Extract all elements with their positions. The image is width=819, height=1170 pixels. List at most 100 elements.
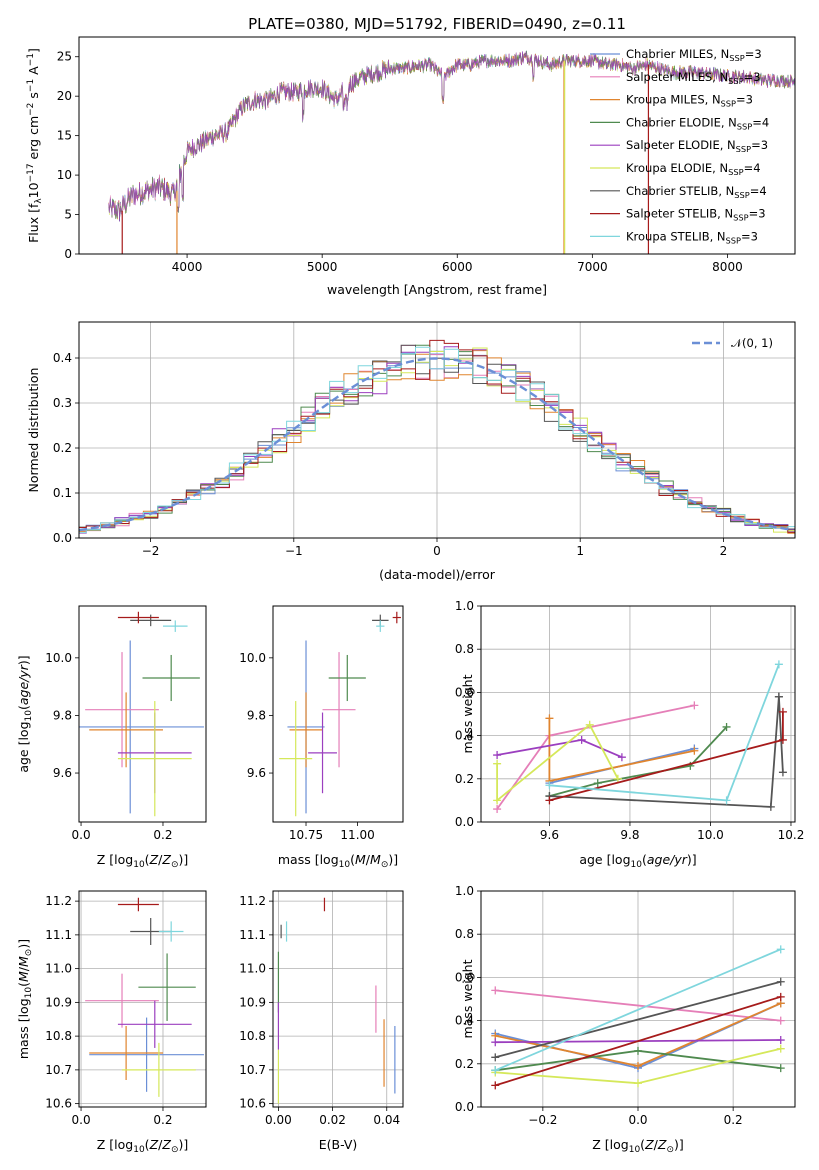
figure-title: PLATE=0380, MJD=51792, FIBERID=0490, z=0… xyxy=(248,15,626,33)
mass-weight-marker xyxy=(577,735,586,744)
mass-weight-marker xyxy=(722,722,731,731)
spectrum-line xyxy=(108,51,795,222)
mass-weight-marker xyxy=(491,1066,500,1075)
mass-weight-line xyxy=(495,989,781,1022)
y-tick-label: 0.4 xyxy=(455,729,474,743)
y-tick-label: 10.7 xyxy=(45,1063,72,1077)
legend-entry: Salpeter ELODIE, NSSP=3 xyxy=(626,138,768,154)
axes-frame xyxy=(78,605,207,823)
mass-weight-marker xyxy=(593,779,602,788)
mass-weight-marker xyxy=(766,802,775,811)
x-axis-label: wavelength [Angstrom, rest frame] xyxy=(327,282,547,297)
legend-entry: Salpeter MILES, NSSP=3 xyxy=(626,70,761,86)
x-tick-label: −0.2 xyxy=(528,1113,557,1127)
mass-weight-line xyxy=(549,696,784,808)
age-vs-Z-points xyxy=(79,611,204,817)
x-tick-label: 0.0 xyxy=(72,828,91,842)
x-tick-label: 0.2 xyxy=(153,1113,172,1127)
y-tick-label: 10.6 xyxy=(45,1097,72,1111)
y-tick-label: 1.0 xyxy=(455,599,474,613)
mass-weight-line xyxy=(496,723,619,803)
mass-weight-marker xyxy=(634,1061,642,1070)
x-tick-label: 0.0 xyxy=(72,1113,91,1127)
x-axis-label: (data-model)/error xyxy=(379,567,496,582)
y-tick-label: 10.9 xyxy=(239,995,266,1009)
x-axis-label: age [log10(age/yr)] xyxy=(579,852,696,870)
y-axis-label: mass [log10(M/M⊙)] xyxy=(16,939,34,1059)
normal-curve xyxy=(79,357,793,532)
mass-weight-marker xyxy=(778,707,787,716)
age-vs-mass-axes xyxy=(269,657,359,826)
mass-weight-marker xyxy=(776,1064,785,1073)
y-tick-label: 0.8 xyxy=(455,927,474,941)
legend-entry: Salpeter STELIB, NSSP=3 xyxy=(626,207,766,223)
mass-weight-marker xyxy=(545,781,554,790)
x-tick-label: 0.04 xyxy=(373,1113,400,1127)
x-tick-label: 2 xyxy=(720,544,728,558)
x-axis-label: Z [log10(Z/Z⊙)] xyxy=(97,852,189,870)
mass-weight-marker xyxy=(774,692,783,701)
y-tick-label: 0.2 xyxy=(455,772,474,786)
mass-weight-marker xyxy=(617,753,626,762)
x-tick-label: 0.00 xyxy=(265,1113,292,1127)
mass-weight-marker xyxy=(493,759,502,768)
mass-weight-marker xyxy=(491,1038,500,1047)
y-tick-label: 25 xyxy=(57,50,72,64)
y-tick-label: 10.6 xyxy=(239,1097,266,1111)
x-tick-label: 4000 xyxy=(172,260,203,274)
mass-weight-marker xyxy=(493,751,502,760)
residual-histogram xyxy=(79,346,795,534)
mass-weight-marker xyxy=(491,1053,500,1062)
mass-weight-marker xyxy=(776,1044,785,1053)
y-axis-label: mass weight xyxy=(460,674,475,753)
y-tick-label: 9.8 xyxy=(247,708,266,722)
y-axis-label: age [log10(age/yr)] xyxy=(16,655,34,772)
mass-weight-marker xyxy=(613,774,622,783)
weight-vs-Z-axes xyxy=(477,890,795,1111)
weight-vs-Z-lines xyxy=(491,945,785,1090)
y-tick-label: 15 xyxy=(57,129,72,143)
mass-weight-marker xyxy=(776,1016,785,1025)
y-tick-label: 0.4 xyxy=(455,1014,474,1028)
mass-weight-line xyxy=(495,995,781,1087)
y-tick-label: 0.4 xyxy=(53,351,72,365)
y-axis-label: Flux [fλ10−17 erg cm−2 s−1 A−1] xyxy=(26,48,44,243)
y-tick-label: 10.0 xyxy=(239,651,266,665)
y-tick-label: 0.3 xyxy=(53,396,72,410)
mass-weight-line xyxy=(494,948,782,1072)
y-tick-label: 0.6 xyxy=(455,970,474,984)
x-tick-label: 8000 xyxy=(712,260,743,274)
mass-weight-marker xyxy=(778,735,787,744)
y-tick-label: 0.1 xyxy=(53,486,72,500)
y-tick-label: 10.8 xyxy=(239,1029,266,1043)
legend-entry: Chabrier MILES, NSSP=3 xyxy=(626,47,762,63)
x-tick-label: 6000 xyxy=(442,260,473,274)
y-tick-label: 10.8 xyxy=(45,1029,72,1043)
y-axis-label: mass weight xyxy=(460,959,475,1038)
age-vs-mass-points xyxy=(279,611,401,817)
y-tick-label: 10 xyxy=(57,168,72,182)
spectrum-lines xyxy=(108,50,795,254)
mass-weight-marker xyxy=(776,992,785,1001)
y-tick-label: 9.6 xyxy=(53,766,72,780)
y-tick-label: 1.0 xyxy=(455,884,474,898)
x-tick-label: 0 xyxy=(433,544,441,558)
legend-entry: Kroupa MILES, NSSP=3 xyxy=(626,93,753,109)
mass-weight-line xyxy=(549,726,728,797)
x-tick-label: 0.0 xyxy=(628,1113,647,1127)
legend-entry: Chabrier STELIB, NSSP=4 xyxy=(626,184,767,200)
y-tick-label: 11.2 xyxy=(239,894,266,908)
mass-weight-marker xyxy=(491,1081,500,1090)
axes-frame xyxy=(78,321,796,539)
y-tick-label: 11.1 xyxy=(45,928,72,942)
y-tick-label: 10.0 xyxy=(45,651,72,665)
x-axis-label: mass [log10(M/M⊙)] xyxy=(278,852,398,870)
mass-weight-marker xyxy=(493,805,502,814)
legend-entry: 𝒩(0, 1) xyxy=(731,336,773,350)
x-tick-label: 5000 xyxy=(307,260,338,274)
x-tick-label: 0.2 xyxy=(724,1113,743,1127)
mass-weight-marker xyxy=(545,714,554,723)
mass-weight-marker xyxy=(776,945,785,954)
mass-weight-marker xyxy=(690,701,699,710)
